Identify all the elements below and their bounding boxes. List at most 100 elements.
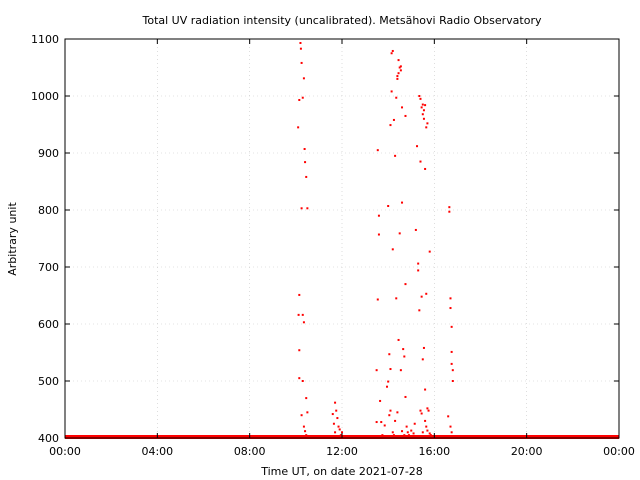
data-point	[392, 434, 395, 437]
data-point	[302, 77, 305, 80]
y-tick-label: 800	[38, 204, 59, 217]
x-tick-label: 08:00	[234, 445, 266, 458]
data-point	[391, 49, 394, 52]
data-point	[421, 103, 424, 106]
data-point	[419, 97, 422, 100]
data-point	[335, 409, 338, 412]
data-point	[387, 380, 390, 383]
data-point	[422, 109, 425, 112]
data-point	[428, 432, 431, 435]
data-point	[399, 65, 402, 68]
data-point	[419, 160, 422, 163]
data-point	[425, 126, 428, 129]
data-point	[427, 409, 430, 412]
data-point	[396, 75, 399, 78]
y-tick-label: 1100	[31, 33, 59, 46]
data-point	[387, 205, 390, 208]
data-point	[449, 307, 452, 310]
data-point	[402, 348, 405, 351]
data-point	[420, 412, 423, 415]
data-point	[299, 47, 302, 50]
data-point	[403, 434, 406, 437]
data-point	[383, 424, 386, 427]
data-point	[298, 377, 301, 380]
data-point	[305, 175, 308, 178]
data-point	[298, 98, 301, 101]
data-point	[377, 214, 380, 217]
data-point	[301, 380, 304, 382]
data-point	[380, 421, 383, 424]
data-point	[297, 313, 300, 316]
data-point	[404, 283, 407, 286]
data-point	[410, 429, 413, 432]
data-point	[424, 104, 427, 107]
data-point	[398, 232, 401, 235]
data-point	[391, 248, 394, 251]
data-point	[448, 206, 451, 209]
data-point	[406, 431, 409, 434]
data-point	[396, 411, 399, 414]
data-point	[424, 167, 427, 170]
data-point	[336, 417, 339, 420]
data-point	[300, 414, 303, 417]
data-point	[394, 154, 397, 157]
data-point	[388, 353, 391, 356]
x-tick-label: 00:00	[603, 445, 635, 458]
data-point	[301, 313, 304, 316]
data-point	[389, 368, 392, 371]
data-point	[397, 338, 400, 341]
data-point	[447, 415, 450, 418]
data-point	[417, 262, 420, 265]
data-point	[404, 395, 407, 398]
data-point	[449, 297, 452, 300]
data-point	[403, 355, 406, 358]
x-tick-label: 00:00	[49, 445, 81, 458]
data-point	[305, 397, 308, 400]
data-point	[451, 369, 454, 372]
y-tick-label: 600	[38, 318, 59, 331]
data-point	[300, 61, 303, 64]
data-point	[396, 77, 399, 80]
data-point	[450, 350, 453, 353]
data-point	[450, 325, 453, 328]
data-point	[401, 201, 404, 204]
x-tick-label: 20:00	[511, 445, 543, 458]
data-point	[303, 148, 306, 151]
data-point	[421, 358, 424, 361]
data-point	[390, 52, 393, 55]
data-point	[407, 434, 410, 437]
data-point	[375, 369, 378, 372]
data-point	[421, 113, 424, 116]
data-point	[413, 422, 416, 425]
data-point	[302, 425, 305, 428]
x-axis-label: Time UT, on date 2021-07-28	[260, 465, 423, 478]
data-point	[306, 411, 309, 414]
data-point	[429, 434, 432, 437]
data-point	[332, 422, 335, 425]
y-tick-label: 500	[38, 375, 59, 388]
data-point	[377, 233, 380, 236]
data-point	[334, 431, 337, 434]
data-point	[395, 297, 398, 300]
data-point	[391, 431, 394, 434]
data-point	[418, 95, 421, 97]
data-point	[417, 269, 420, 272]
data-point	[305, 434, 308, 437]
data-point	[300, 207, 303, 210]
x-tick-label: 12:00	[326, 445, 358, 458]
data-point	[425, 425, 428, 428]
data-point	[302, 321, 305, 324]
data-point	[414, 228, 417, 231]
data-point	[425, 292, 428, 295]
data-point	[405, 425, 408, 428]
data-point	[298, 293, 301, 296]
data-point	[422, 346, 425, 349]
data-point	[418, 309, 421, 312]
data-point	[451, 380, 454, 382]
data-point	[424, 419, 427, 422]
data-point	[401, 106, 404, 109]
data-point	[379, 399, 382, 402]
data-point	[412, 432, 415, 435]
data-point	[426, 122, 429, 125]
